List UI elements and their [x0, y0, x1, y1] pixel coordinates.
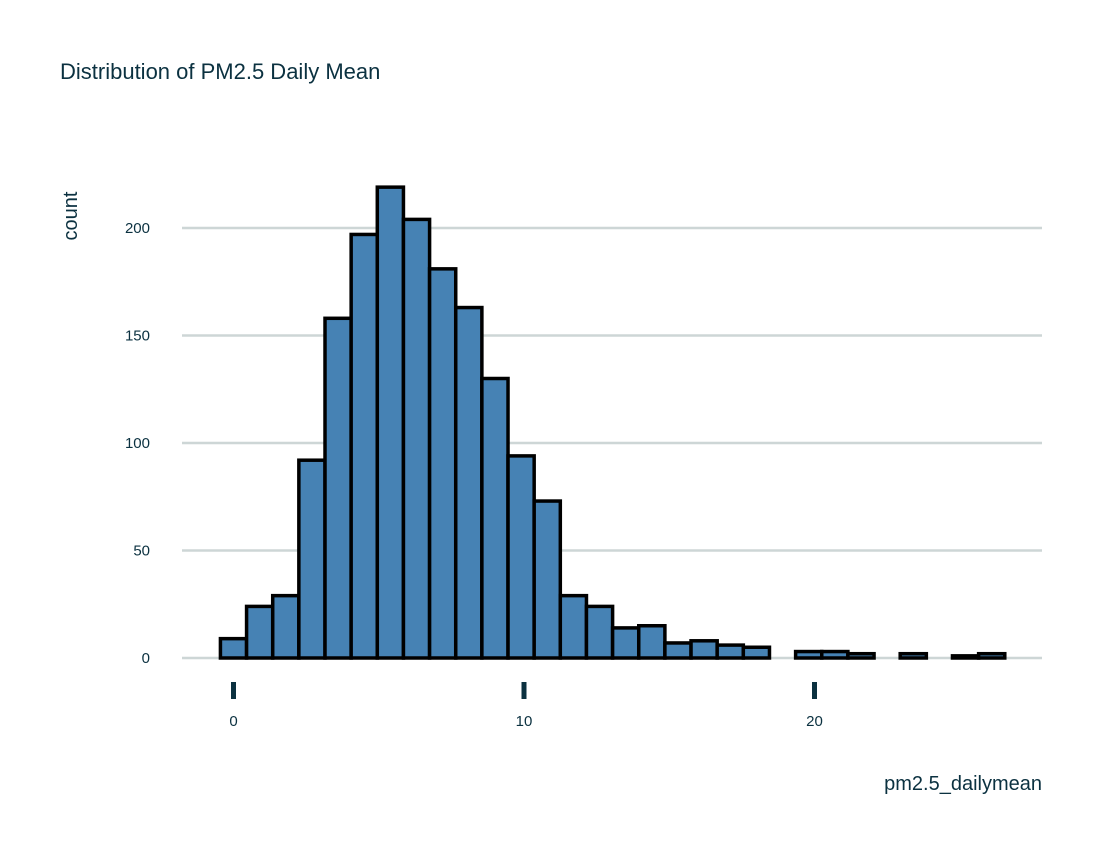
y-tick-label-100: 100	[125, 435, 150, 452]
histogram-bar-7	[401, 217, 432, 660]
x-axis-title: pm2.5_dailymean	[884, 773, 1042, 795]
histogram-bar-14	[584, 604, 615, 660]
histogram-bar-8	[427, 267, 458, 660]
histogram-bar-28	[950, 654, 981, 660]
histogram-bar-9	[453, 305, 484, 660]
histogram-bar-11	[506, 454, 536, 660]
histogram-bar-3	[297, 458, 327, 660]
histogram-bar-6	[375, 185, 406, 660]
histogram-bar-16	[636, 624, 667, 660]
histogram-bar-29	[976, 651, 1007, 660]
histogram-bar-15	[610, 626, 641, 660]
histogram-bar-2	[270, 593, 301, 660]
y-tick-labels: 0 50 100 150 200	[125, 220, 150, 667]
chart-title: Distribution of PM2.5 Daily Mean	[60, 59, 380, 84]
x-tick-mark-20	[812, 682, 817, 699]
x-tick-mark-0	[231, 682, 236, 699]
x-ticks: 0 10 20	[229, 682, 823, 730]
y-axis-title: count	[60, 191, 82, 240]
x-tick-label-20: 20	[806, 713, 823, 730]
histogram-bar-23	[820, 649, 850, 660]
y-tick-label-200: 200	[125, 220, 150, 237]
histogram-bar-0	[218, 636, 249, 660]
histogram-bar-12	[532, 499, 563, 660]
histogram-bar-4	[323, 316, 353, 660]
histogram-bar-13	[558, 593, 589, 660]
histogram-bar-19	[715, 643, 746, 660]
histogram-bar-18	[689, 639, 719, 660]
x-tick-mark-10	[521, 682, 527, 699]
histogram-bar-24	[846, 651, 876, 660]
histogram-bar-17	[663, 641, 693, 660]
histogram-bars	[218, 185, 1007, 660]
histogram-bar-10	[480, 376, 510, 660]
y-tick-label-0: 0	[142, 650, 150, 667]
x-tick-label-10: 10	[516, 713, 533, 730]
histogram-bar-1	[244, 604, 275, 660]
y-tick-label-150: 150	[125, 328, 150, 345]
histogram-bar-22	[793, 649, 824, 660]
histogram-bar-5	[349, 232, 380, 660]
y-tick-label-50: 50	[133, 543, 150, 560]
histogram-bar-20	[741, 645, 772, 660]
x-tick-label-0: 0	[229, 713, 237, 730]
histogram-bar-26	[898, 651, 929, 660]
